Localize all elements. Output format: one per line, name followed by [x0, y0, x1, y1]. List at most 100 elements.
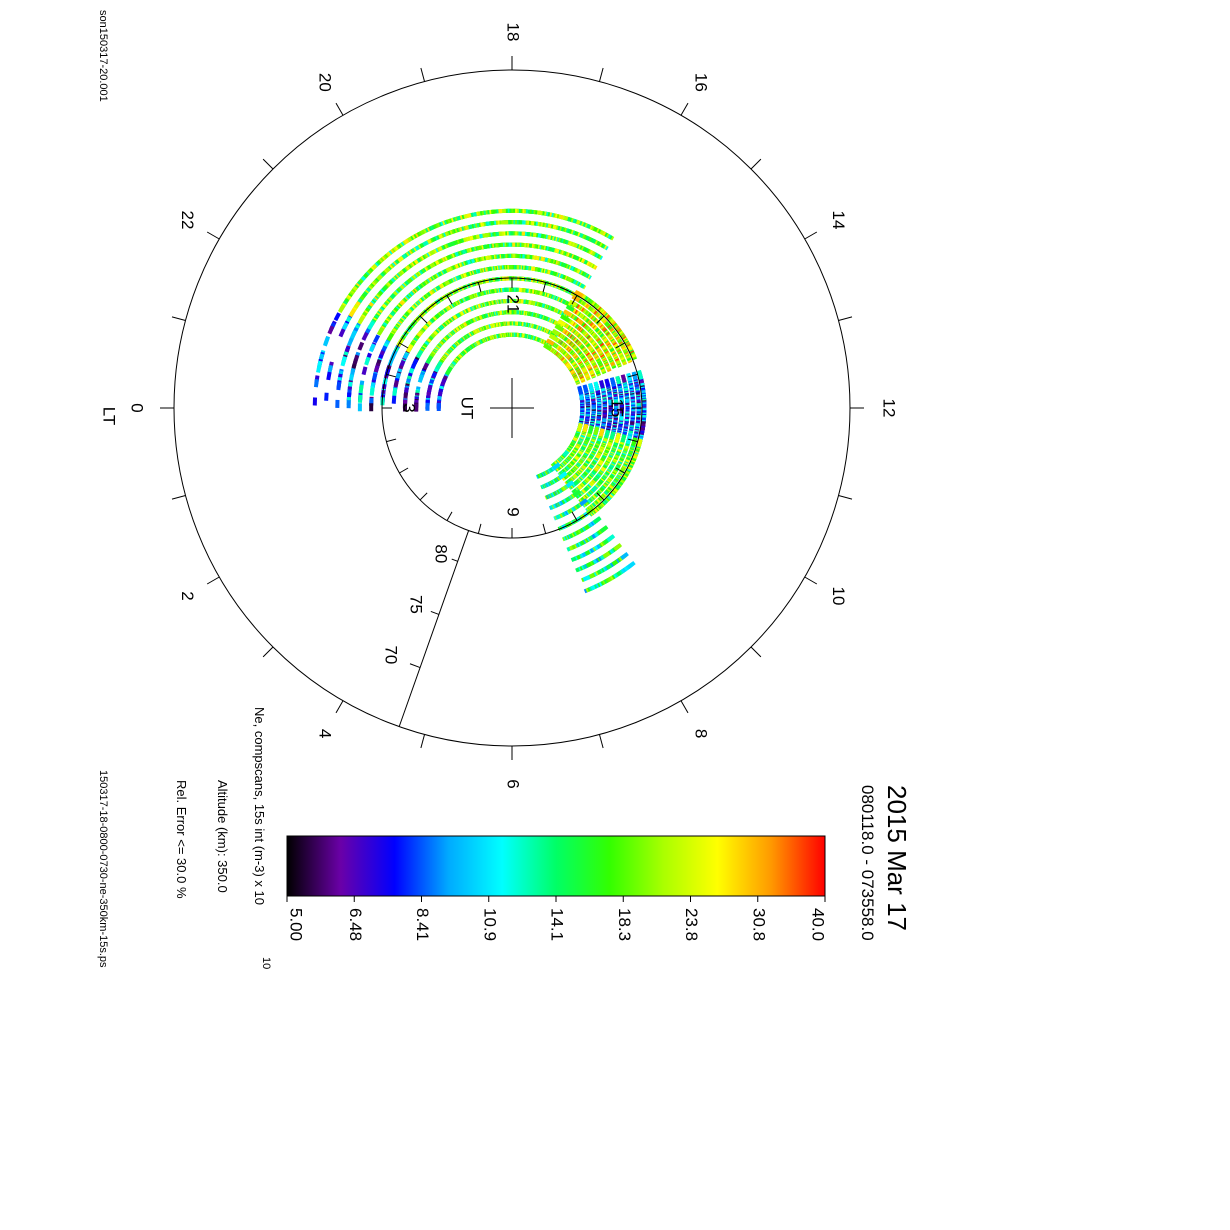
- data-cell: [626, 372, 633, 382]
- data-cell: [322, 337, 330, 347]
- ut-tick: [596, 315, 605, 324]
- data-cell: [582, 423, 589, 433]
- data-cell: [577, 385, 584, 395]
- data-cell: [557, 319, 567, 327]
- data-cell: [333, 312, 341, 322]
- lat-label: 80: [432, 544, 451, 563]
- data-cell: [500, 220, 509, 225]
- data-cell: [312, 397, 318, 406]
- ut-tick: [419, 492, 428, 501]
- lat-tick: [451, 558, 458, 562]
- lt-label: 4: [316, 729, 335, 738]
- data-cell: [562, 309, 572, 317]
- ut-tick: [627, 438, 638, 443]
- lt-tick: [804, 576, 818, 585]
- lt-label: 16: [692, 73, 711, 92]
- data-cell: [571, 294, 581, 303]
- ut-label: 3: [400, 403, 419, 412]
- data-cell: [392, 387, 398, 397]
- data-cell: [565, 304, 575, 313]
- ut-tick: [542, 282, 547, 293]
- data-cell: [543, 343, 552, 351]
- lt-tick: [598, 734, 604, 749]
- ut-tick: [542, 523, 547, 534]
- filename-left: son150317-20.001: [97, 10, 109, 102]
- data-cell: [606, 534, 616, 543]
- lt-tick: [171, 494, 186, 500]
- data-cell: [367, 321, 375, 331]
- data-cell: [625, 435, 632, 445]
- data-cell: [631, 437, 638, 446]
- lt-label: 20: [316, 73, 335, 92]
- lt-tick: [838, 316, 853, 322]
- param-exponent: 10: [260, 957, 272, 969]
- data-cell: [598, 428, 605, 437]
- ut-label: 9: [504, 507, 523, 516]
- ut-label: 21: [504, 295, 523, 314]
- ut-tick: [477, 282, 482, 293]
- file-left-text: son150317-20.001: [97, 10, 109, 102]
- data-cell: [336, 381, 342, 391]
- latitude-axis: [398, 530, 470, 727]
- data-cell: [613, 542, 623, 552]
- ut-axis-label: UT: [458, 397, 477, 420]
- data-cell: [425, 402, 430, 411]
- data-cell: [609, 377, 616, 386]
- data-cell: [340, 357, 347, 367]
- colorbar-gradient: [286, 835, 826, 897]
- data-cell: [593, 426, 600, 436]
- data-cell: [415, 349, 424, 359]
- lt-tick: [420, 734, 426, 749]
- data-cell: [371, 372, 378, 382]
- data-cell: [357, 341, 365, 351]
- data-cell: [337, 304, 346, 314]
- data-cell: [435, 360, 443, 370]
- data-cell: [598, 380, 605, 389]
- colorbar-tick-label: 8.41: [413, 908, 432, 941]
- data-cell: [313, 378, 319, 388]
- rel-error-text: Rel. Error <= 30.0 %: [174, 780, 189, 899]
- lt-tick: [206, 576, 220, 585]
- data-cell: [592, 516, 602, 525]
- data-cell: [361, 366, 368, 376]
- data-cell: [620, 551, 629, 561]
- lt-tick: [335, 700, 344, 714]
- data-cell: [545, 338, 555, 347]
- lt-tick: [750, 646, 762, 658]
- ut-tick: [615, 342, 625, 349]
- data-cell: [587, 425, 594, 434]
- colorbar-tick-label: 30.8: [749, 908, 768, 941]
- data-cell: [357, 315, 365, 325]
- data-cell: [615, 375, 622, 385]
- data-cell: [391, 395, 397, 404]
- data-cell: [393, 380, 399, 389]
- colorbar-tick-label: 5.00: [287, 908, 306, 941]
- data-cell: [357, 394, 363, 403]
- lt-tick: [262, 158, 274, 170]
- data-cell: [324, 392, 329, 401]
- lt-tick: [262, 646, 274, 658]
- data-cell: [368, 343, 376, 353]
- lt-label: 14: [829, 211, 848, 230]
- data-cell: [369, 387, 375, 396]
- lt-tick: [680, 102, 689, 116]
- data-cell: [364, 356, 371, 366]
- data-cell: [604, 429, 611, 439]
- data-cell: [551, 462, 561, 471]
- lt-tick: [598, 67, 604, 82]
- file-right-text: 150317-18-0800-0730-ne-350km-15s.ps: [97, 770, 109, 968]
- ut-tick: [627, 373, 638, 378]
- altitude-text: Altitude (km): 350.0: [215, 780, 230, 893]
- ut-tick: [615, 467, 625, 474]
- param-label: Ne, compscans, 15s int (m-3) x 10 10: [252, 707, 272, 969]
- data-cell: [615, 432, 621, 442]
- ut-tick: [596, 492, 605, 501]
- lt-tick: [420, 67, 426, 82]
- title-block: 2015 Mar 17 080118.0 - 073558.0: [858, 785, 912, 941]
- ut-tick: [571, 511, 578, 521]
- lat-label: 75: [407, 595, 426, 614]
- data-cell: [348, 308, 357, 318]
- lt-label: 12: [880, 399, 899, 418]
